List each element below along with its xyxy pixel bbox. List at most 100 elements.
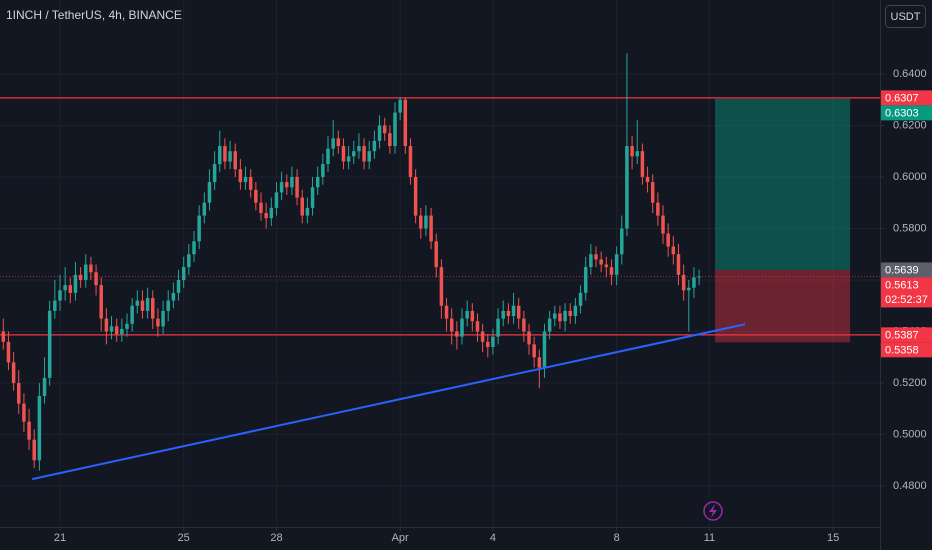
- plot-area: [0, 53, 880, 481]
- candle-body: [650, 182, 655, 203]
- x-tick-label: 11: [704, 532, 715, 544]
- candle-body: [449, 318, 454, 332]
- price-labels: 0.6307 0.6303 0.5639 0.5613 02:52:37 0.5387 0.…: [881, 90, 932, 358]
- candle-body: [439, 267, 444, 306]
- candle-body: [687, 287, 691, 291]
- candle-body: [511, 305, 516, 317]
- candle-body: [248, 176, 253, 190]
- candle-body: [367, 151, 371, 162]
- candle-body: [563, 310, 567, 322]
- price-label-box: [881, 90, 932, 106]
- price-label: 0.5639: [885, 264, 919, 276]
- candle-body: [604, 264, 609, 268]
- candle-body: [573, 305, 578, 317]
- candle-body: [346, 156, 351, 162]
- candle-body: [233, 151, 237, 170]
- candle-body: [372, 140, 377, 152]
- countdown-label: 02:52:37: [885, 294, 928, 306]
- candle-body: [68, 285, 73, 293]
- profit-zone: [715, 98, 851, 270]
- x-tick-label: 28: [270, 532, 282, 544]
- candle-body: [135, 300, 140, 306]
- candle-body: [228, 151, 232, 162]
- candle-body: [516, 305, 521, 319]
- candle-body: [578, 292, 583, 306]
- candle-body: [620, 228, 624, 255]
- candle-body: [192, 241, 196, 255]
- candle-body: [326, 148, 330, 165]
- candle-body: [413, 176, 418, 216]
- candle-body: [151, 298, 155, 319]
- candle-body: [357, 146, 361, 152]
- candle-body: [78, 274, 83, 280]
- candle-body: [254, 189, 258, 203]
- candle-body: [382, 125, 387, 134]
- currency-label[interactable]: USDT: [891, 11, 921, 23]
- candle-body: [300, 197, 304, 216]
- candle-body: [553, 313, 557, 319]
- price-label: 0.6307: [885, 92, 919, 104]
- currency-button[interactable]: [885, 5, 926, 28]
- candle-body: [120, 328, 124, 335]
- candle-body: [94, 272, 98, 286]
- lightning[interactable]: [709, 504, 717, 518]
- candle-body: [73, 274, 78, 293]
- candle-body: [53, 300, 57, 311]
- candle-body: [568, 310, 572, 317]
- x-tick-label: 25: [178, 532, 190, 544]
- candle-body: [22, 403, 26, 422]
- price-label: 0.5387: [885, 329, 919, 341]
- candle-body: [269, 207, 274, 219]
- candle-body: [681, 274, 686, 291]
- y-tick-label: 0.6400: [893, 68, 927, 80]
- candle-body: [393, 112, 397, 147]
- candle-body: [537, 357, 542, 368]
- candle-body: [419, 215, 423, 229]
- y-tick-label: 0.6200: [893, 119, 927, 131]
- candle-body: [310, 187, 315, 208]
- candle-body: [666, 233, 670, 247]
- candle-body: [243, 176, 248, 183]
- candle-body: [187, 254, 191, 268]
- candle-body: [279, 182, 284, 193]
- candle-body: [89, 264, 93, 273]
- candle-body: [321, 164, 325, 177]
- candle-body: [336, 138, 341, 147]
- candle-body: [47, 310, 52, 378]
- candle-body: [480, 331, 485, 342]
- candle-body: [661, 215, 665, 234]
- candle-body: [171, 292, 176, 301]
- candle-body: [218, 146, 222, 165]
- candle-body: [202, 202, 207, 216]
- candle-body: [475, 321, 480, 332]
- candle-body: [645, 176, 650, 183]
- candle-body: [197, 215, 201, 242]
- price-label: 0.5358: [885, 344, 919, 356]
- price-label-box: [881, 105, 932, 121]
- candle-body: [542, 331, 547, 368]
- candle-body: [388, 133, 392, 147]
- candle-body: [434, 241, 438, 268]
- candle-body: [558, 313, 562, 322]
- event-circle[interactable]: [703, 501, 723, 521]
- candle-body: [331, 138, 335, 149]
- candle-body: [547, 318, 552, 332]
- candle-body: [212, 164, 217, 183]
- candle-body: [594, 254, 598, 260]
- candle-body: [640, 151, 645, 177]
- candle-body: [140, 300, 145, 311]
- events-icon[interactable]: [703, 501, 723, 521]
- candle-body: [491, 336, 495, 347]
- x-tick-label: 8: [614, 532, 620, 544]
- candle-body: [465, 310, 469, 319]
- price-label-box: [881, 342, 932, 358]
- candle-body: [109, 326, 114, 332]
- candle-body: [11, 362, 16, 384]
- candle-body: [290, 176, 294, 188]
- candle-body: [156, 318, 160, 327]
- candle-body: [424, 215, 428, 229]
- candle-body: [84, 264, 88, 280]
